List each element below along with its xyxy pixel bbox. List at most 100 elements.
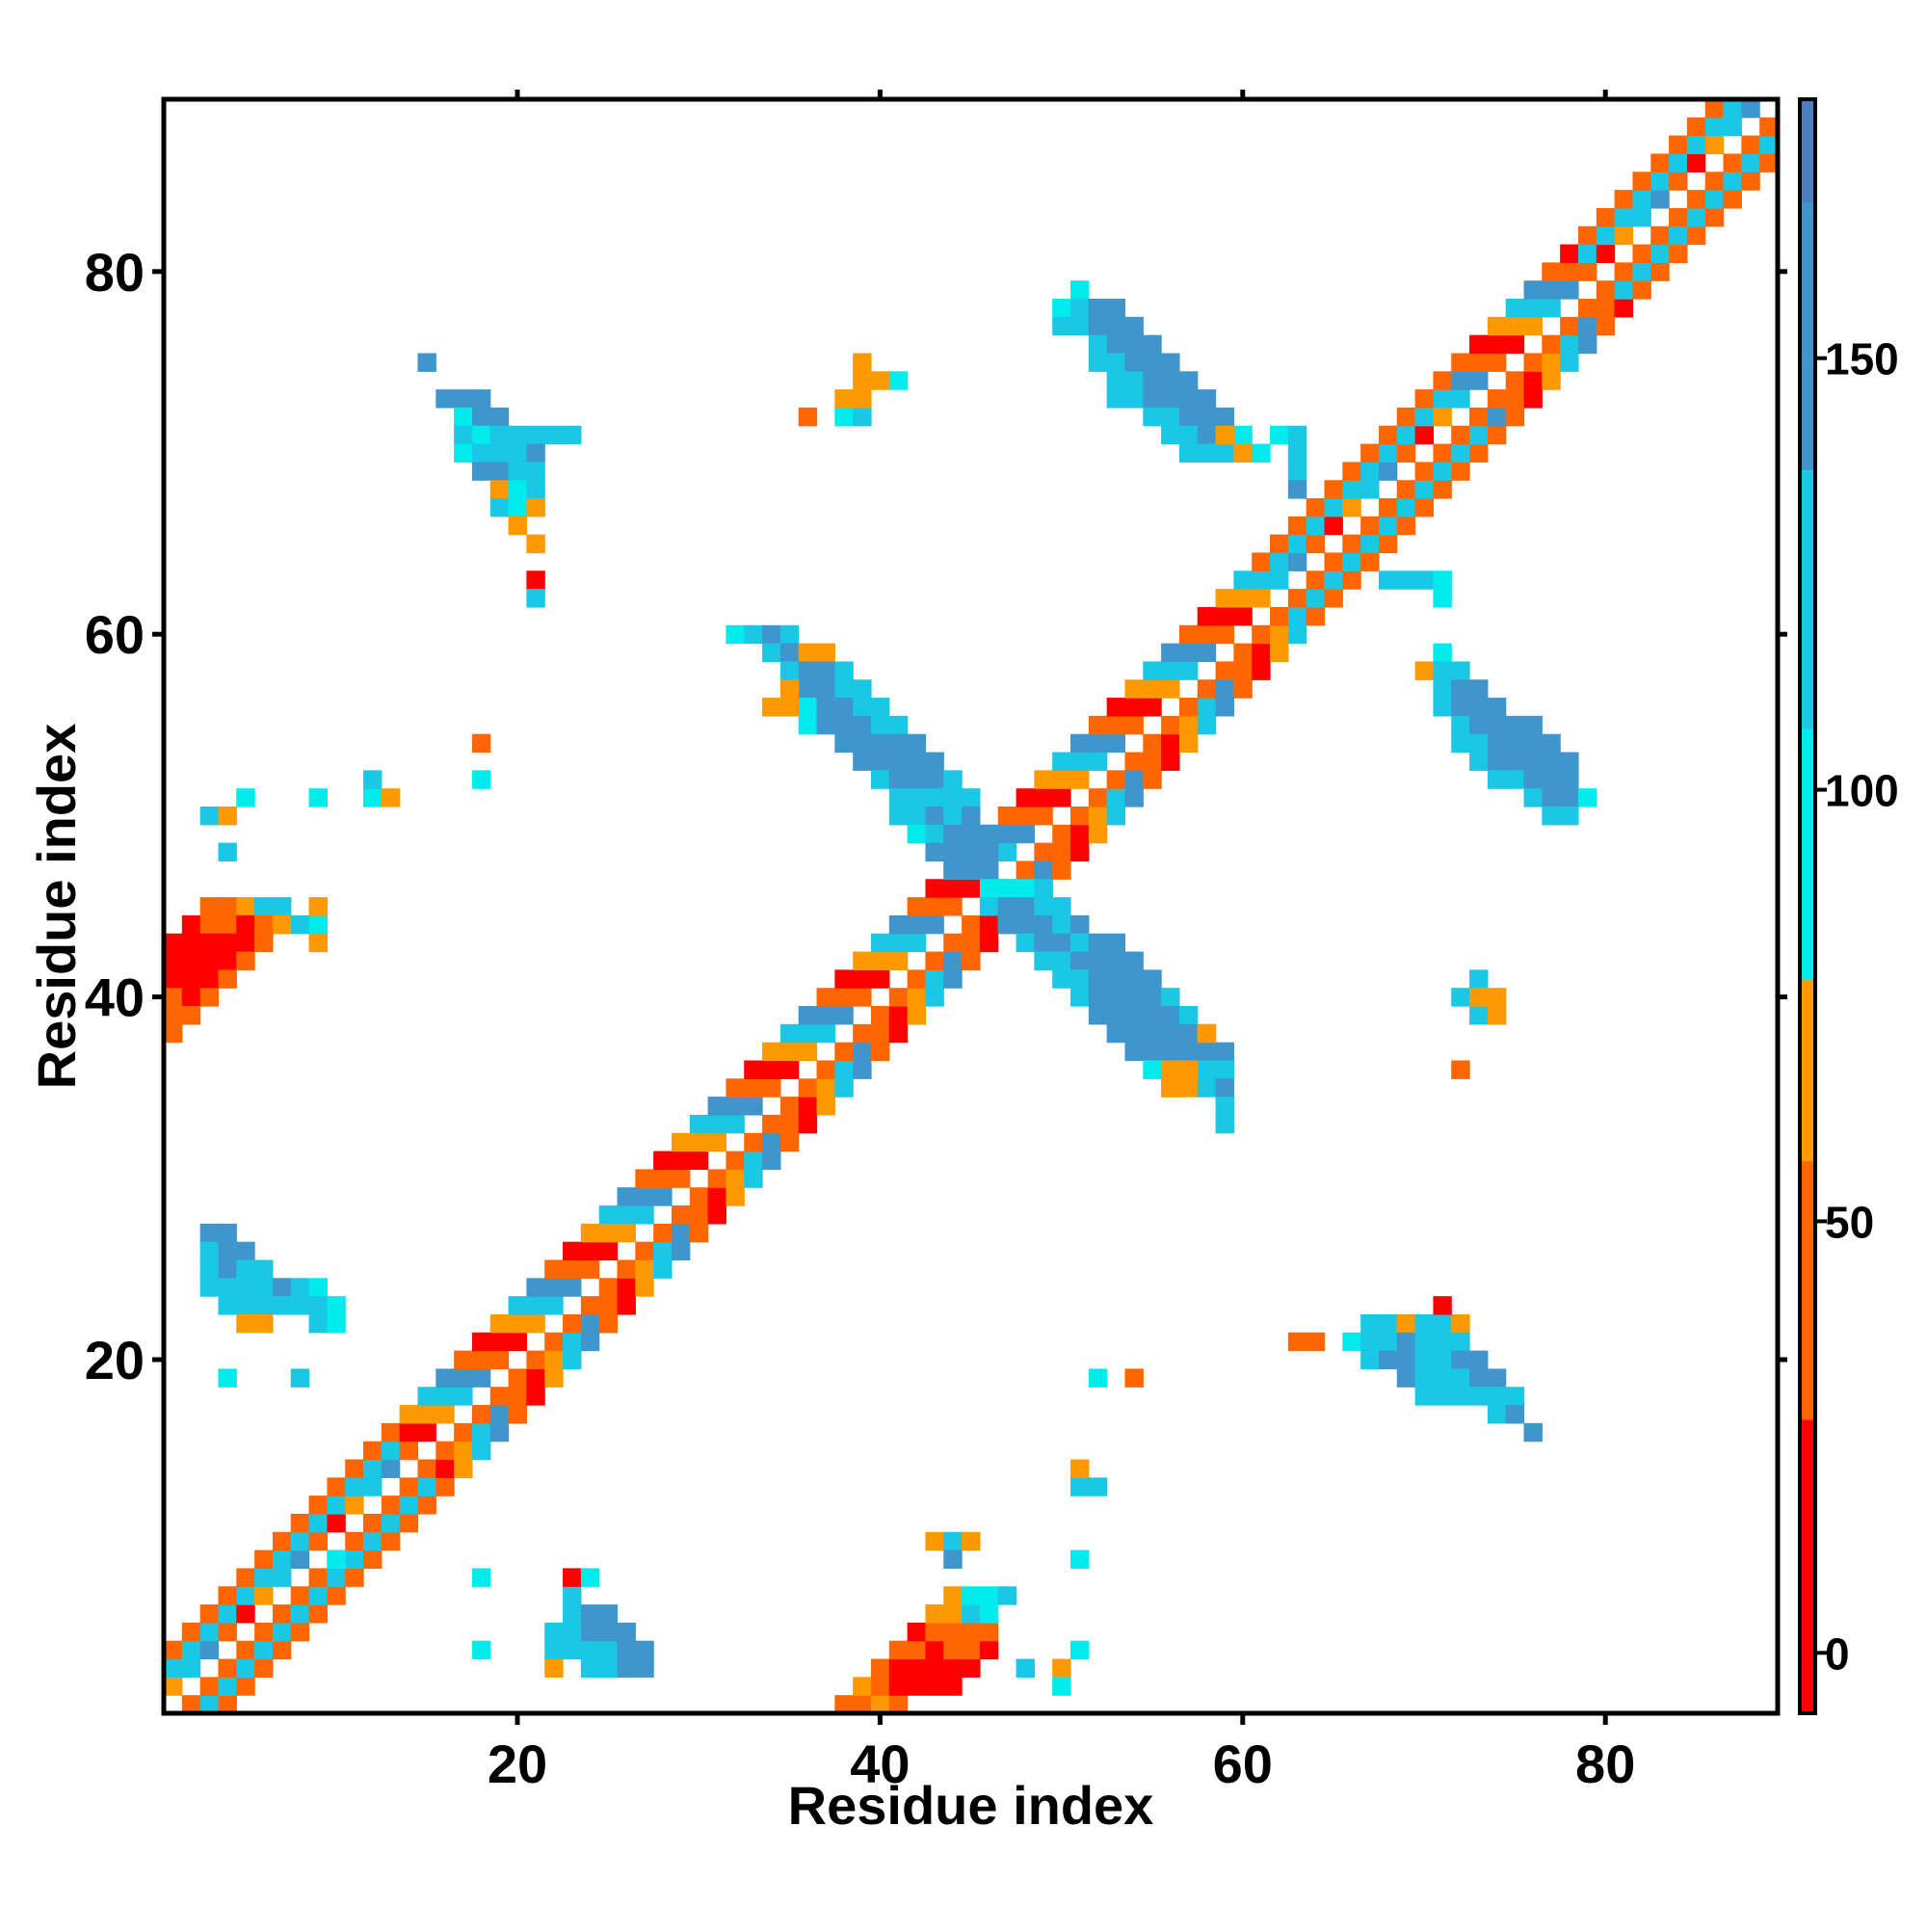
x-axis-label: Residue index — [788, 1775, 1154, 1836]
heatmap-cell — [1505, 371, 1525, 390]
heatmap-cell — [1324, 570, 1343, 590]
heatmap-cell — [1143, 407, 1162, 427]
heatmap-cell — [272, 1278, 292, 1297]
heatmap-cell — [1686, 225, 1706, 246]
heatmap-cell — [1596, 316, 1616, 336]
heatmap-cell — [436, 1459, 455, 1478]
heatmap-cell — [181, 1622, 201, 1642]
heatmap-cell — [526, 1296, 545, 1315]
heatmap-cell — [508, 462, 528, 481]
heatmap-cell — [218, 1368, 237, 1388]
heatmap-cell — [1433, 1350, 1452, 1370]
heatmap-cell — [308, 914, 328, 935]
heatmap-cell — [888, 806, 909, 826]
heatmap-cell — [853, 679, 872, 699]
heatmap-cell — [1306, 516, 1326, 536]
heatmap-cell — [979, 1604, 999, 1624]
heatmap-cell — [816, 643, 835, 663]
heatmap-cell — [236, 897, 255, 916]
heatmap-cell — [1469, 1350, 1489, 1370]
heatmap-cell — [308, 1495, 328, 1515]
heatmap-cell — [997, 842, 1017, 862]
heatmap-cell — [726, 1187, 745, 1206]
heatmap-cell — [1741, 172, 1760, 191]
heatmap-cell — [236, 1313, 255, 1334]
heatmap-cell — [1469, 1368, 1489, 1388]
heatmap-cell — [1016, 788, 1035, 807]
heatmap-cell — [598, 1658, 619, 1678]
heatmap-cell — [925, 951, 944, 970]
heatmap-cell — [979, 1640, 999, 1660]
heatmap-cell — [798, 715, 818, 735]
heatmap-cell — [327, 1495, 346, 1515]
heatmap-cell — [1451, 715, 1470, 735]
heatmap-cell — [1433, 589, 1452, 608]
heatmap-cell — [471, 733, 491, 754]
heatmap-cell — [580, 1658, 600, 1678]
heatmap-cell — [454, 443, 473, 463]
heatmap-cell — [1143, 353, 1162, 372]
heatmap-cell — [1088, 715, 1108, 735]
heatmap-cell — [1759, 117, 1779, 137]
heatmap-cell — [798, 1042, 818, 1062]
heatmap-cell — [907, 824, 927, 844]
heatmap-cell — [1342, 570, 1361, 590]
heatmap-cell — [199, 1223, 220, 1243]
heatmap-cell — [1161, 1060, 1180, 1079]
heatmap-cell — [907, 1622, 927, 1642]
heatmap-cell — [1378, 462, 1398, 481]
heatmap-cell — [779, 1060, 800, 1079]
y-tick-label: 20 — [85, 1330, 145, 1390]
heatmap-cell — [345, 1459, 364, 1478]
heatmap-cell — [907, 1658, 927, 1678]
heatmap-cell — [1088, 733, 1108, 754]
colorbar-tick-label: 50 — [1825, 1197, 1874, 1247]
heatmap-cell — [1487, 1387, 1507, 1406]
heatmap-cell — [744, 1060, 763, 1079]
heatmap-cell — [1143, 752, 1162, 771]
heatmap-cell — [1469, 733, 1489, 754]
heatmap-cell — [888, 1023, 909, 1044]
heatmap-cell — [979, 824, 999, 844]
heatmap-cell — [254, 1549, 274, 1570]
heatmap-cell — [1741, 99, 1760, 119]
heatmap-cell — [598, 1313, 619, 1334]
heatmap-cell — [1542, 334, 1561, 355]
heatmap-cell — [1143, 1060, 1162, 1079]
heatmap-cell — [1632, 244, 1651, 263]
heatmap-cell — [853, 389, 872, 409]
heatmap-cell — [417, 1477, 436, 1496]
colorbar-frame — [1798, 97, 1817, 1715]
heatmap-cell — [218, 933, 237, 953]
heatmap-cell — [1233, 661, 1253, 680]
heatmap-cell — [779, 661, 800, 680]
heatmap-cell — [1197, 389, 1217, 409]
heatmap-cell — [1124, 698, 1144, 717]
heatmap-cell — [870, 969, 890, 989]
heatmap-cell — [1161, 661, 1180, 680]
heatmap-cell — [199, 897, 220, 916]
heatmap-cell — [508, 498, 528, 517]
heatmap-cell — [997, 806, 1017, 826]
heatmap-cell — [199, 1604, 220, 1624]
heatmap-cell — [1451, 679, 1470, 699]
heatmap-cell — [454, 1387, 473, 1406]
heatmap-cell — [1414, 1368, 1435, 1388]
heatmap-cell — [834, 1006, 854, 1025]
heatmap-cell — [526, 1278, 545, 1297]
heatmap-cell — [363, 1549, 383, 1570]
heatmap-cell — [907, 770, 927, 789]
heatmap-cell — [1034, 860, 1053, 880]
heatmap-cell — [943, 824, 963, 844]
heatmap-cell — [1178, 661, 1199, 680]
heatmap-cell — [290, 1604, 310, 1624]
heatmap-cell — [1505, 1405, 1525, 1424]
colorbar-band — [1800, 979, 1815, 1161]
heatmap-cell — [744, 624, 763, 645]
heatmap-cell — [779, 1023, 800, 1044]
heatmap-cell — [1161, 715, 1180, 735]
heatmap-cell — [1197, 606, 1217, 626]
heatmap-cell — [943, 969, 963, 989]
heatmap-cell — [489, 480, 510, 499]
heatmap-cell — [1542, 280, 1561, 300]
